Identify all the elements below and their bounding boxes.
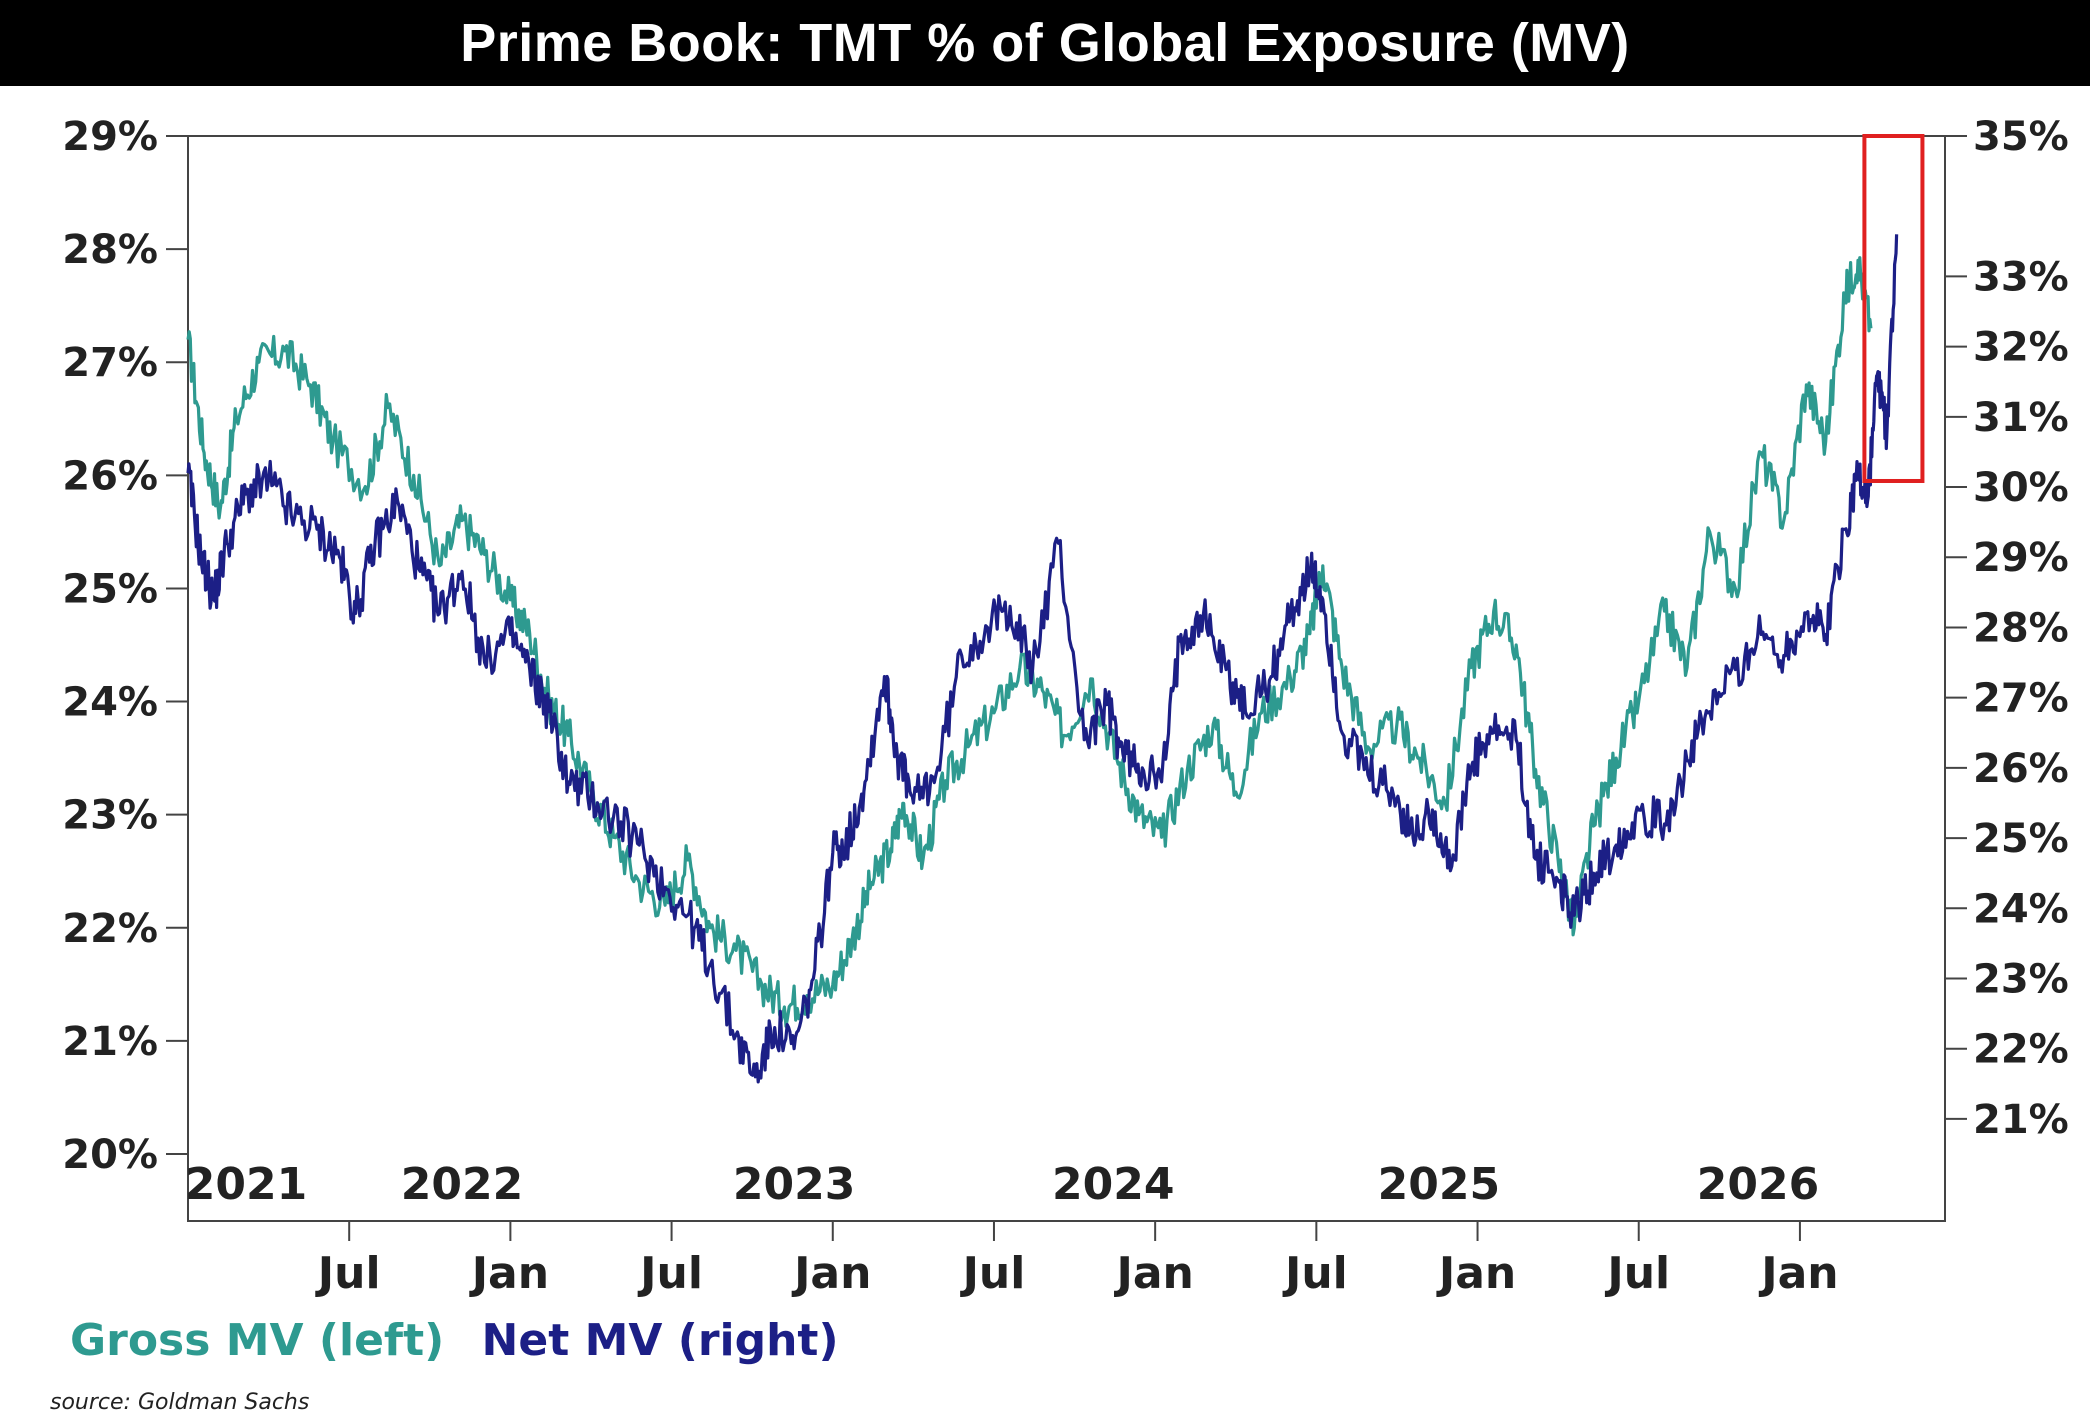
highlight-box (1862, 134, 1925, 483)
right-tick-label: 24% (1973, 886, 2069, 932)
legend-gross: Gross MV (left) (70, 1315, 445, 1366)
month-tick-label: Jul (637, 1248, 703, 1299)
year-label: 2026 (1697, 1159, 1819, 1210)
chart: 20% 21% 22% 23% 24% 25% 26% 27% 28% 29% 21% 22% 23% 2… (62, 114, 2069, 1299)
month-tick-label: Jul (315, 1248, 381, 1299)
month-tick-label: Jul (1282, 1248, 1348, 1299)
chart-title: Prime Book: TMT % of Global Exposure (MV… (460, 13, 1630, 73)
left-tick-label: 21% (62, 1019, 158, 1065)
year-label: 2023 (733, 1159, 855, 1210)
right-tick-label: 27% (1973, 676, 2069, 722)
right-tick-label: 30% (1973, 465, 2069, 511)
month-tick-label: Jan (1436, 1248, 1516, 1299)
year-label: 2022 (401, 1159, 523, 1210)
left-tick-label: 24% (62, 680, 158, 726)
title-bar: Prime Book: TMT % of Global Exposure (MV… (0, 0, 2090, 86)
right-tick-label: 33% (1973, 254, 2069, 300)
month-tick-label: Jul (1604, 1248, 1670, 1299)
right-tick-label: 32% (1973, 325, 2069, 371)
left-tick-label: 23% (62, 793, 158, 839)
month-tick-label: Jul (960, 1248, 1026, 1299)
right-tick-label: 22% (1973, 1027, 2069, 1073)
month-tick-label: Jan (1758, 1248, 1838, 1299)
year-label: 2024 (1052, 1159, 1174, 1210)
left-tick-label: 22% (62, 906, 158, 952)
plot-frame (187, 135, 1946, 1222)
legend-net: Net MV (right) (481, 1315, 839, 1366)
right-tick-label: 35% (1973, 114, 2069, 160)
left-tick-label: 26% (62, 453, 158, 499)
right-tick-label: 28% (1973, 605, 2069, 651)
month-tick-label: Jan (791, 1248, 871, 1299)
right-tick-label: 23% (1973, 956, 2069, 1002)
left-tick-label: 28% (62, 227, 158, 273)
left-tick-label: 25% (62, 566, 158, 612)
left-tick-label: 20% (62, 1132, 158, 1178)
month-tick-label: Jan (1113, 1248, 1193, 1299)
right-tick-label: 29% (1973, 535, 2069, 581)
left-tick-label: 29% (62, 114, 158, 160)
year-label: 2025 (1378, 1159, 1500, 1210)
series-gross-line (186, 256, 1873, 1028)
left-tick-label: 27% (62, 340, 158, 386)
legend: Gross MV (left) Net MV (right) (70, 1315, 861, 1366)
year-label: 2021 (185, 1159, 307, 1210)
series-net-line (186, 234, 1899, 1084)
right-tick-label: 25% (1973, 816, 2069, 862)
right-tick-label: 21% (1973, 1097, 2069, 1143)
right-tick-label: 31% (1973, 395, 2069, 441)
source-note: source: Goldman Sachs (50, 1390, 310, 1415)
month-tick-label: Jan (469, 1248, 549, 1299)
right-tick-label: 26% (1973, 746, 2069, 792)
